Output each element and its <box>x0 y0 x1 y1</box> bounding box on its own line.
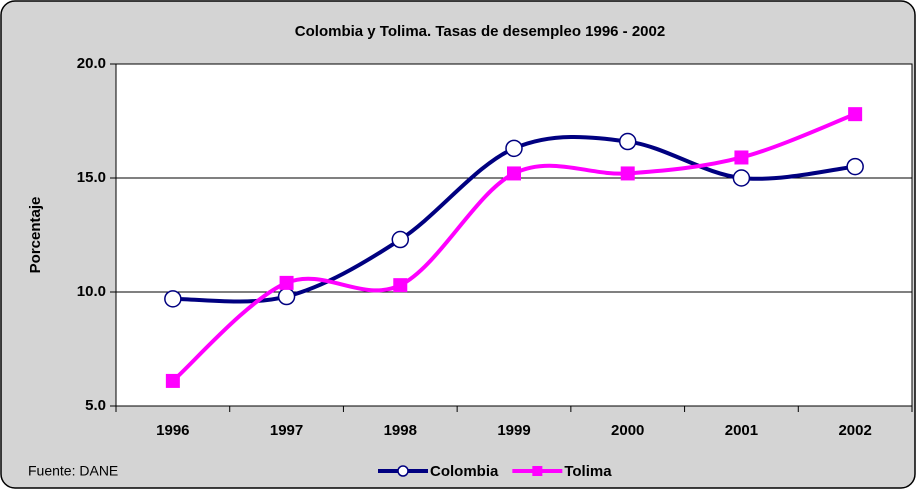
y-tick-label: 5.0 <box>85 397 106 414</box>
chart-title: Colombia y Tolima. Tasas de desempleo 19… <box>295 23 665 40</box>
x-tick-label: 1996 <box>156 422 189 439</box>
marker <box>164 290 182 308</box>
marker <box>393 278 408 293</box>
marker <box>846 157 864 176</box>
legend-label: Tolima <box>564 463 612 480</box>
marker <box>507 166 521 181</box>
x-tick-label: 1997 <box>270 422 303 439</box>
marker <box>165 373 180 388</box>
y-axis-label: Porcentaje <box>27 197 44 274</box>
x-tick-label: 1999 <box>497 422 530 439</box>
marker <box>279 275 294 290</box>
y-tick-label: 10.0 <box>77 283 106 300</box>
marker <box>734 150 749 165</box>
legend-marker <box>397 465 409 477</box>
marker <box>391 230 410 249</box>
marker <box>277 287 296 306</box>
legend-label: Colombia <box>430 463 499 480</box>
x-tick-label: 2000 <box>611 422 644 439</box>
y-tick-label: 15.0 <box>77 169 106 186</box>
legend-marker <box>532 466 543 476</box>
x-tick-label: 2002 <box>838 422 871 439</box>
x-tick-label: 2001 <box>725 422 758 439</box>
x-tick-label: 1998 <box>384 422 417 439</box>
marker <box>848 107 863 122</box>
marker <box>618 132 637 151</box>
marker <box>732 169 751 187</box>
plot-area <box>115 63 913 407</box>
marker <box>505 139 523 158</box>
source-note: Fuente: DANE <box>28 463 118 479</box>
marker <box>620 166 635 181</box>
y-tick-label: 20.0 <box>77 55 106 72</box>
